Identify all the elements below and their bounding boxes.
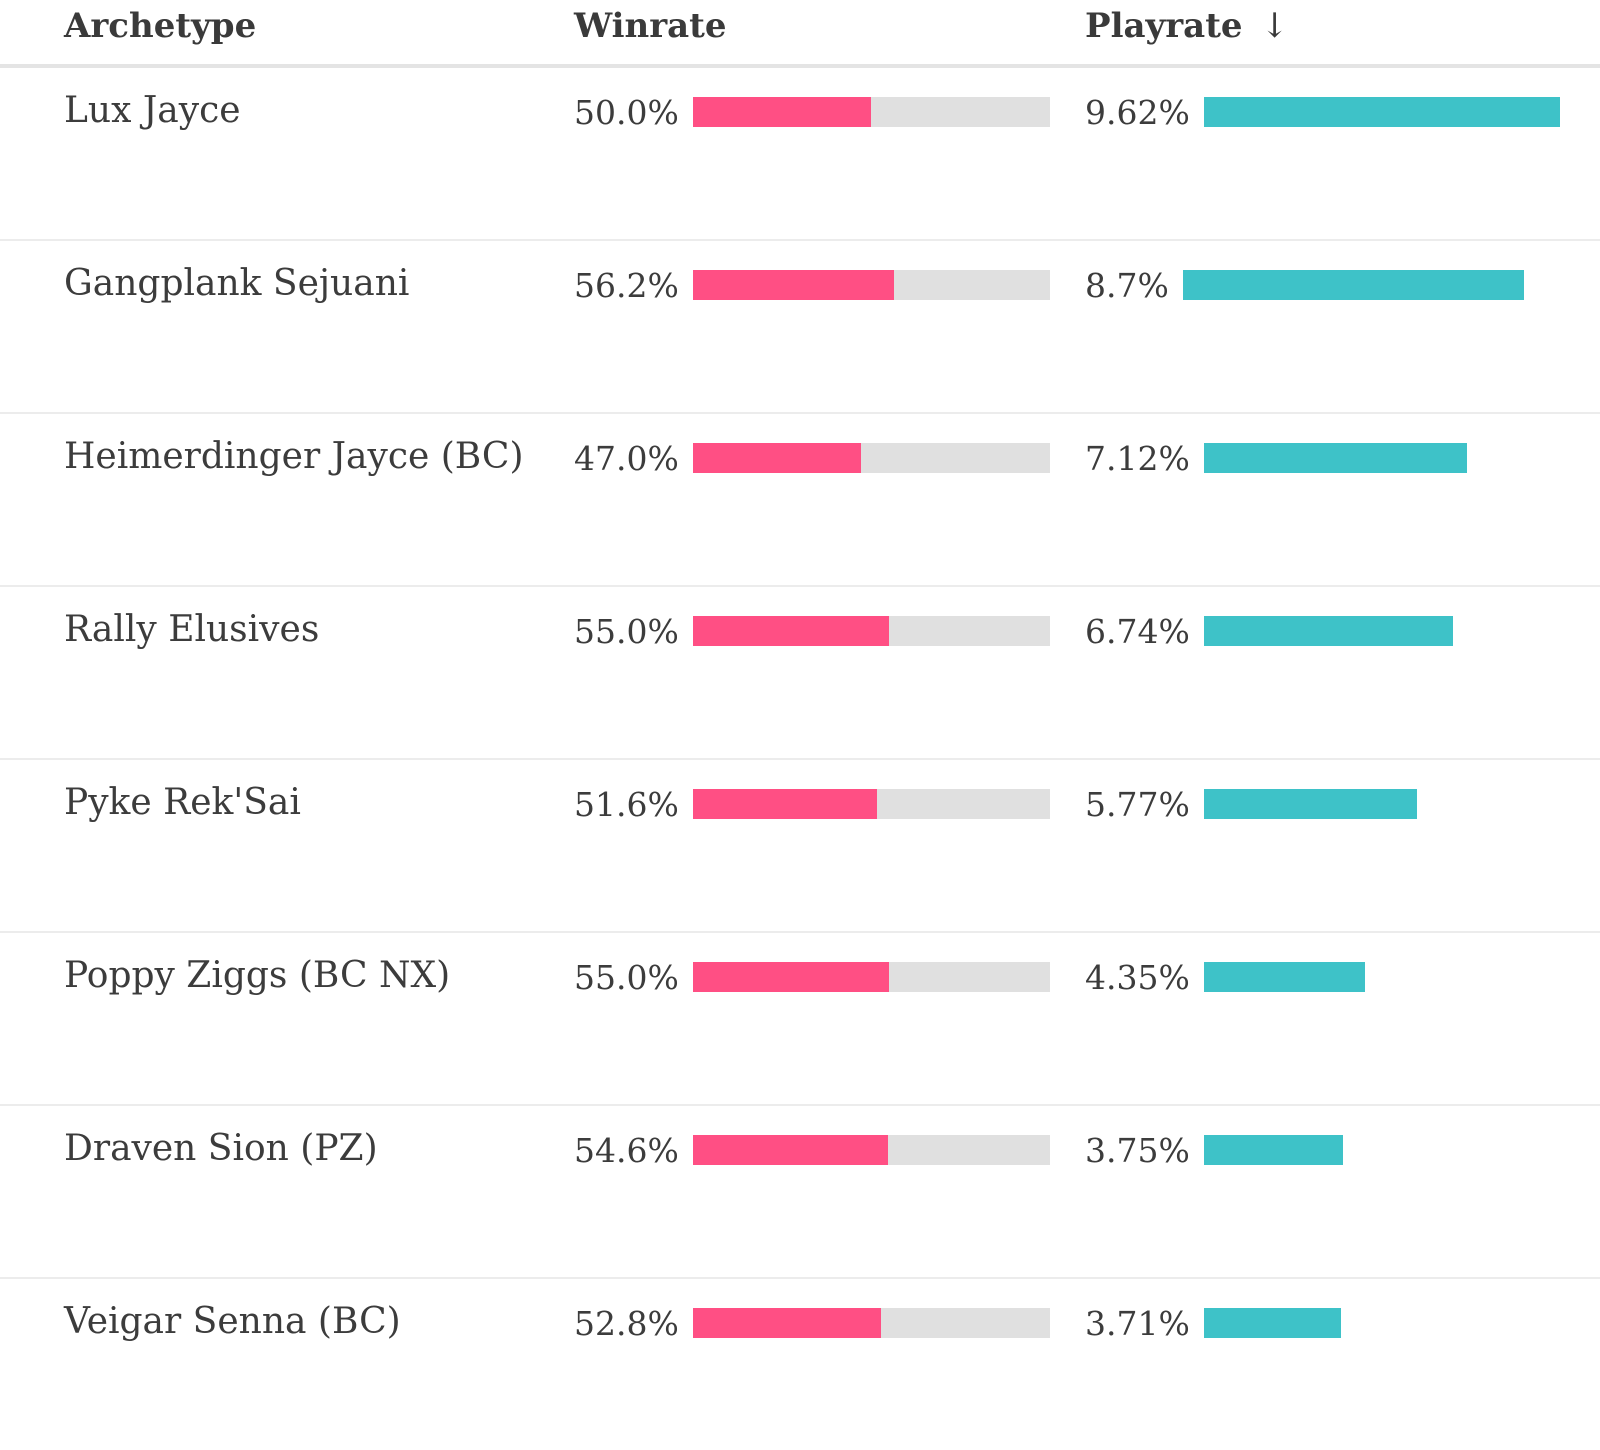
playrate-value: 3.75% (1085, 1130, 1190, 1170)
playrate-value: 5.77% (1085, 784, 1190, 824)
table-row[interactable]: Veigar Senna (BC) 52.8% 3.71% (0, 1279, 1600, 1450)
playrate-bar-track (1203, 1308, 1560, 1338)
column-header-winrate-label: Winrate (574, 6, 727, 46)
winrate-bar-track (692, 1135, 1050, 1165)
archetype-name[interactable]: Draven Sion (PZ) (64, 1128, 378, 1169)
playrate-cell: 9.62% (1085, 92, 1600, 132)
column-header-playrate-label: Playrate (1085, 6, 1243, 46)
archetype-name[interactable]: Gangplank Sejuani (64, 263, 410, 304)
table-body: Lux Jayce 50.0% 9.62% Gangplank Sejuani … (0, 68, 1600, 1450)
table-row[interactable]: Rally Elusives 55.0% 6.74% (0, 587, 1600, 760)
playrate-bar-fill (1203, 1135, 1343, 1165)
playrate-bar-track (1203, 1135, 1560, 1165)
winrate-cell: 54.6% (574, 1130, 1050, 1170)
winrate-bar-track (692, 97, 1050, 127)
playrate-bar-track (1203, 97, 1560, 127)
winrate-cell: 51.6% (574, 784, 1050, 824)
playrate-cell: 4.35% (1085, 957, 1600, 997)
playrate-cell: 3.71% (1085, 1303, 1600, 1343)
winrate-bar-track (692, 962, 1050, 992)
winrate-cell: 47.0% (574, 438, 1050, 478)
playrate-value: 7.12% (1085, 438, 1190, 478)
winrate-value: 56.2% (574, 265, 679, 305)
winrate-bar-fill (692, 789, 878, 819)
playrate-value: 6.74% (1085, 611, 1190, 651)
table-row[interactable]: Poppy Ziggs (BC NX) 55.0% 4.35% (0, 933, 1600, 1106)
sort-descending-icon: ↓ (1260, 6, 1289, 46)
playrate-bar-fill (1203, 962, 1365, 992)
winrate-bar-track (692, 1308, 1050, 1338)
table-row[interactable]: Draven Sion (PZ) 54.6% 3.75% (0, 1106, 1600, 1279)
column-header-playrate[interactable]: Playrate ↓ (1085, 6, 1289, 46)
table-header: Archetype Winrate Playrate ↓ (0, 0, 1600, 68)
playrate-bar-fill (1182, 270, 1524, 300)
archetype-name[interactable]: Rally Elusives (64, 609, 320, 650)
column-header-archetype-label: Archetype (64, 6, 257, 46)
winrate-bar-fill (692, 616, 890, 646)
playrate-bar-fill (1203, 443, 1468, 473)
column-header-winrate[interactable]: Winrate (574, 6, 727, 46)
archetype-name[interactable]: Lux Jayce (64, 90, 241, 131)
winrate-value: 50.0% (574, 92, 679, 132)
winrate-bar-fill (692, 962, 890, 992)
playrate-bar-fill (1203, 97, 1560, 127)
playrate-cell: 5.77% (1085, 784, 1600, 824)
winrate-bar-track (692, 789, 1050, 819)
winrate-cell: 55.0% (574, 611, 1050, 651)
winrate-bar-track (692, 270, 1050, 300)
winrate-value: 54.6% (574, 1130, 679, 1170)
winrate-bar-fill (692, 270, 894, 300)
playrate-cell: 7.12% (1085, 438, 1600, 478)
winrate-bar-fill (692, 1308, 882, 1338)
winrate-bar-fill (692, 1135, 888, 1165)
table-row[interactable]: Pyke Rek'Sai 51.6% 5.77% (0, 760, 1600, 933)
playrate-cell: 6.74% (1085, 611, 1600, 651)
winrate-value: 55.0% (574, 611, 679, 651)
winrate-bar-track (692, 443, 1050, 473)
winrate-cell: 52.8% (574, 1303, 1050, 1343)
playrate-bar-fill (1203, 1308, 1342, 1338)
winrate-cell: 55.0% (574, 957, 1050, 997)
table-row[interactable]: Heimerdinger Jayce (BC) 47.0% 7.12% (0, 414, 1600, 587)
column-header-archetype[interactable]: Archetype (64, 6, 256, 46)
playrate-bar-track (1203, 962, 1560, 992)
winrate-value: 52.8% (574, 1303, 679, 1343)
playrate-bar-fill (1203, 616, 1454, 646)
archetype-name[interactable]: Veigar Senna (BC) (64, 1301, 401, 1342)
playrate-cell: 3.75% (1085, 1130, 1600, 1170)
playrate-bar-track (1203, 616, 1560, 646)
playrate-bar-fill (1203, 789, 1418, 819)
winrate-cell: 50.0% (574, 92, 1050, 132)
archetype-name[interactable]: Heimerdinger Jayce (BC) (64, 436, 524, 477)
playrate-bar-track (1182, 270, 1560, 300)
playrate-value: 9.62% (1085, 92, 1190, 132)
archetype-name[interactable]: Poppy Ziggs (BC NX) (64, 955, 451, 996)
winrate-value: 55.0% (574, 957, 679, 997)
winrate-value: 47.0% (574, 438, 679, 478)
playrate-value: 4.35% (1085, 957, 1190, 997)
table-row[interactable]: Lux Jayce 50.0% 9.62% (0, 68, 1600, 241)
winrate-bar-fill (692, 97, 872, 127)
playrate-value: 8.7% (1085, 265, 1169, 305)
playrate-value: 3.71% (1085, 1303, 1190, 1343)
archetype-name[interactable]: Pyke Rek'Sai (64, 782, 301, 823)
table-row[interactable]: Gangplank Sejuani 56.2% 8.7% (0, 241, 1600, 414)
playrate-bar-track (1203, 789, 1560, 819)
winrate-bar-fill (692, 443, 861, 473)
winrate-value: 51.6% (574, 784, 679, 824)
winrate-bar-track (692, 616, 1050, 646)
playrate-bar-track (1203, 443, 1560, 473)
winrate-cell: 56.2% (574, 265, 1050, 305)
playrate-cell: 8.7% (1085, 265, 1600, 305)
